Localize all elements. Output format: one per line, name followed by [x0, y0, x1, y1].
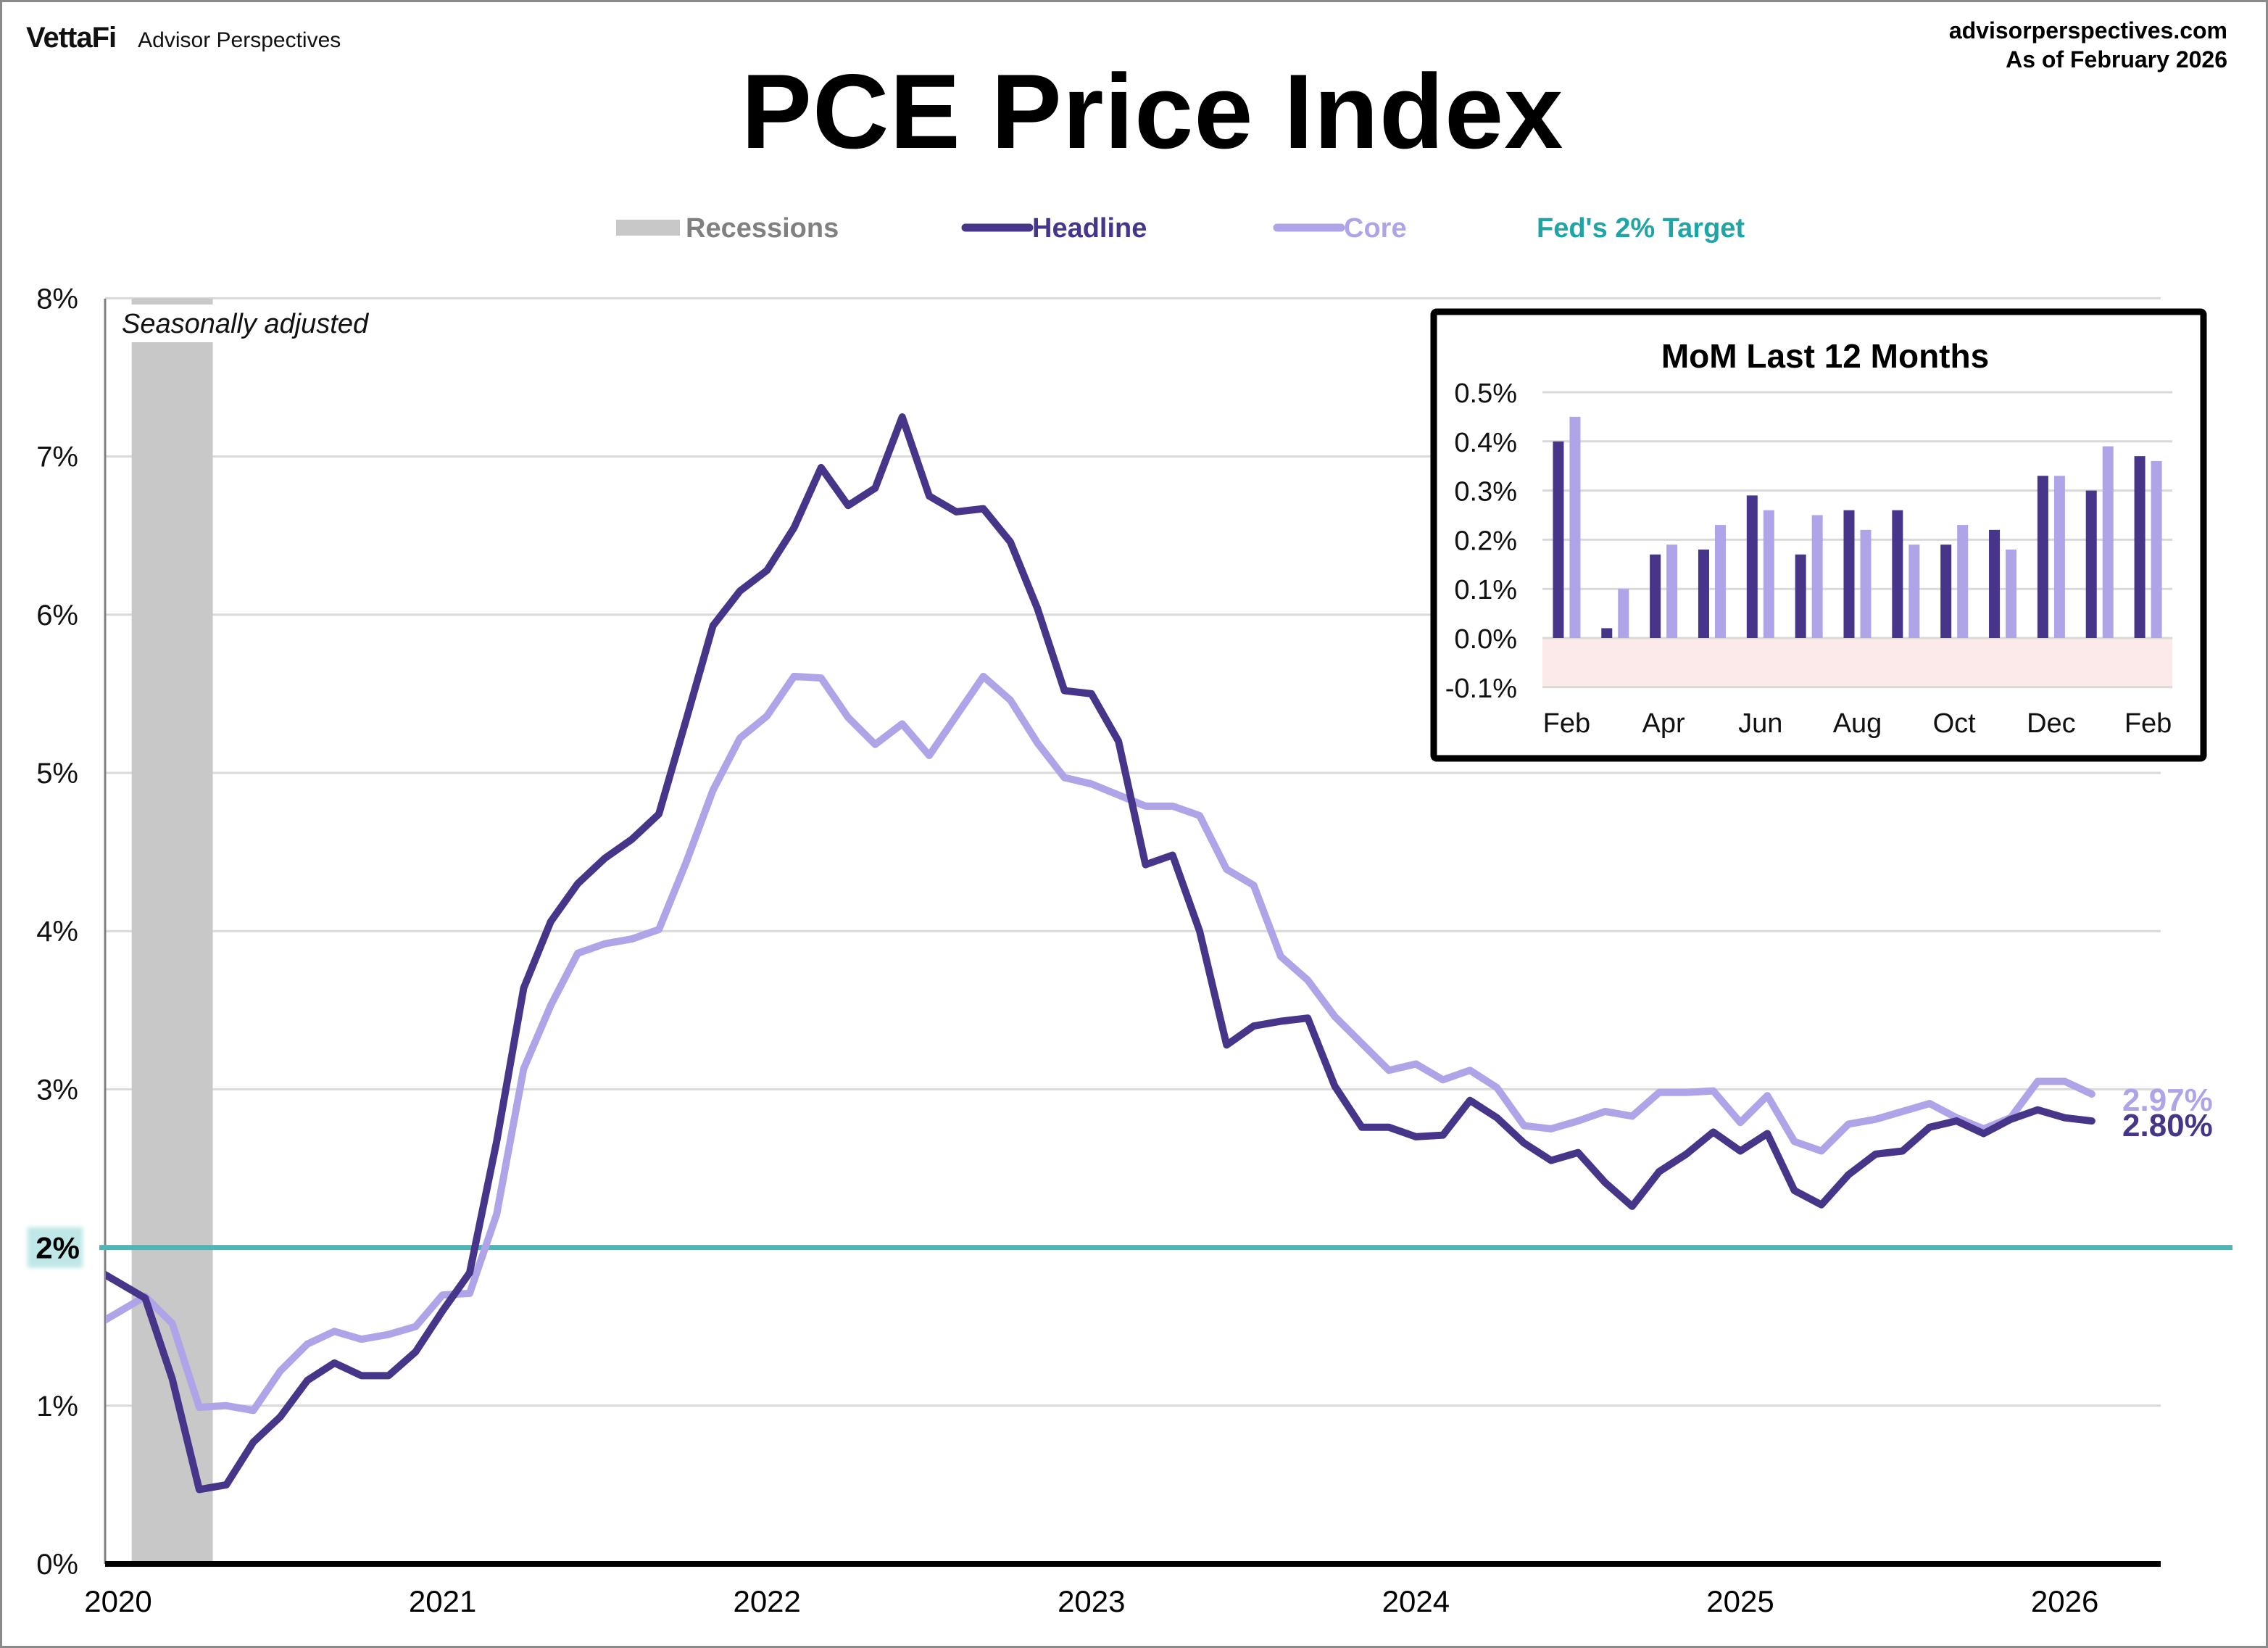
- recession-bands: [116, 298, 391, 1564]
- inset-y-tick-label: 0.0%: [1454, 624, 1517, 655]
- inset-y-tick-label: 0.1%: [1454, 575, 1517, 605]
- inset-y-tick-label: 0.2%: [1454, 526, 1517, 556]
- y-tick-label: 7%: [36, 442, 78, 473]
- inset-bar-core: [1908, 544, 1920, 638]
- target-tick: 2%: [28, 1227, 83, 1268]
- legend-headline-label: Headline: [1032, 213, 1147, 244]
- inset-bar-core: [1714, 525, 1726, 638]
- core-end-label: 2.97%: [2122, 1082, 2213, 1118]
- inset-x-tick-label: Aug: [1833, 708, 1882, 739]
- note-background: [116, 305, 391, 342]
- inset-bar-headline: [1843, 510, 1855, 638]
- inset-bar-core: [1763, 510, 1774, 638]
- x-tick-label: 2021: [409, 1584, 476, 1618]
- inset-bar-core: [1569, 416, 1581, 638]
- end-labels: 2.97%2.80%: [2122, 1082, 2213, 1143]
- inset-bar-headline: [1746, 495, 1758, 638]
- inset-title: MoM Last 12 Months: [1661, 337, 1989, 375]
- inset-bar-headline: [2134, 456, 2146, 638]
- series-line-core: [106, 672, 2095, 1415]
- x-tick-label: 2024: [1382, 1584, 1450, 1618]
- y-tick-label: 5%: [36, 758, 78, 790]
- inset-x-tick-label: Oct: [1933, 708, 1977, 739]
- inset-bar-headline: [1989, 529, 2001, 638]
- inset-bar-headline: [1698, 549, 1709, 638]
- seasonally-adjusted-note: Seasonally adjusted: [122, 309, 370, 339]
- series-line-headline: [106, 413, 2095, 1494]
- brand-name: Advisor Perspectives: [138, 28, 341, 52]
- y-tick-label: 3%: [36, 1074, 78, 1106]
- inset-y-tick-labels: -0.1% 0.0% 0.1% 0.2% 0.3% 0.4% 0.5%: [1445, 378, 1517, 704]
- inset-bar-headline: [1940, 544, 1952, 638]
- chart-title: PCE Price Index: [741, 52, 1564, 170]
- inset-bar-core: [2151, 460, 2162, 638]
- headline-end-label: 2.80%: [2122, 1108, 2213, 1143]
- source-block: advisorperspectives.com As of February 2…: [1949, 16, 2227, 74]
- inset-x-tick-label: Jun: [1738, 708, 1782, 739]
- inset-bar-headline: [2085, 490, 2097, 638]
- inset-x-tick-labels: Feb Apr Jun Aug Oct Dec Feb: [1543, 708, 2172, 739]
- inset-bar-core: [1618, 589, 1629, 638]
- inset-x-tick-label: Apr: [1642, 708, 1685, 739]
- legend-target-label: Fed's 2% Target: [1537, 213, 1745, 244]
- x-tick-label: 2026: [2031, 1584, 2098, 1618]
- inset-bar-core: [2102, 446, 2114, 638]
- inset-bar-core: [2006, 549, 2017, 638]
- inset-x-tick-label: Feb: [2124, 708, 2172, 739]
- legend-recessions-label: Recessions: [686, 213, 839, 244]
- y-tick-label: 2%: [36, 1231, 80, 1265]
- inset-bar-headline: [1795, 554, 1806, 638]
- legend-recessions-swatch: [616, 220, 680, 236]
- y-tick-label: 8%: [36, 283, 78, 315]
- x-tick-labels: 2020 2021 2022 2023 2024 2025 2026: [84, 1584, 2098, 1618]
- y-tick-label: 1%: [36, 1391, 78, 1423]
- x-tick-label: 2020: [84, 1584, 151, 1618]
- inset-bar-core: [1957, 525, 1969, 638]
- inset-bar-core: [1666, 544, 1678, 638]
- series-lines: [106, 413, 2095, 1494]
- inset-bar-headline: [1553, 441, 1564, 638]
- legend: Recessions Headline Core Fed's 2% Target: [616, 213, 1745, 244]
- vettafi-logo: VettaFi: [26, 22, 117, 54]
- source-site: advisorperspectives.com: [1948, 17, 2227, 44]
- brand-header: VettaFi Advisor Perspectives: [26, 22, 341, 54]
- target-tick-highlight: [28, 1227, 83, 1268]
- y-tick-labels: 0% 1% 2% 3% 4% 5% 6% 7% 8%: [28, 283, 83, 1581]
- inset-bar-headline: [1601, 628, 1613, 638]
- inset-y-tick-label: 0.3%: [1454, 477, 1517, 508]
- mom-inset: MoM Last 12 Months -0.1% 0.0% 0.1% 0.2% 0.3%…: [1430, 308, 2207, 762]
- x-tick-label: 2023: [1058, 1584, 1125, 1618]
- inset-bar-core: [1811, 515, 1823, 638]
- inset-bar-core: [1860, 529, 1872, 638]
- inset-y-tick-label: 0.5%: [1454, 378, 1517, 409]
- inset-bar-headline: [2037, 476, 2048, 638]
- inset-x-tick-label: Dec: [2027, 708, 2076, 739]
- y-tick-label: 4%: [36, 916, 78, 948]
- y-tick-label: 6%: [36, 600, 78, 632]
- inset-bar-headline: [1650, 554, 1661, 638]
- inset-y-tick-label: 0.4%: [1454, 428, 1517, 458]
- legend-core-label: Core: [1344, 213, 1407, 244]
- negative-zone: [1542, 638, 2172, 687]
- x-tick-label: 2022: [733, 1584, 800, 1618]
- y-tick-label: 0%: [36, 1549, 78, 1581]
- inset-x-tick-label: Feb: [1543, 708, 1590, 739]
- inset-bars: [1553, 416, 2162, 638]
- inset-bar-headline: [1892, 510, 1903, 638]
- as-of-date: As of February 2026: [2006, 46, 2227, 73]
- x-tick-label: 2025: [1706, 1584, 1774, 1618]
- inset-y-tick-label: -0.1%: [1445, 674, 1517, 704]
- inset-bar-core: [2053, 476, 2065, 638]
- inset-gridlines: [1542, 391, 2172, 689]
- recession-band: [131, 298, 213, 1564]
